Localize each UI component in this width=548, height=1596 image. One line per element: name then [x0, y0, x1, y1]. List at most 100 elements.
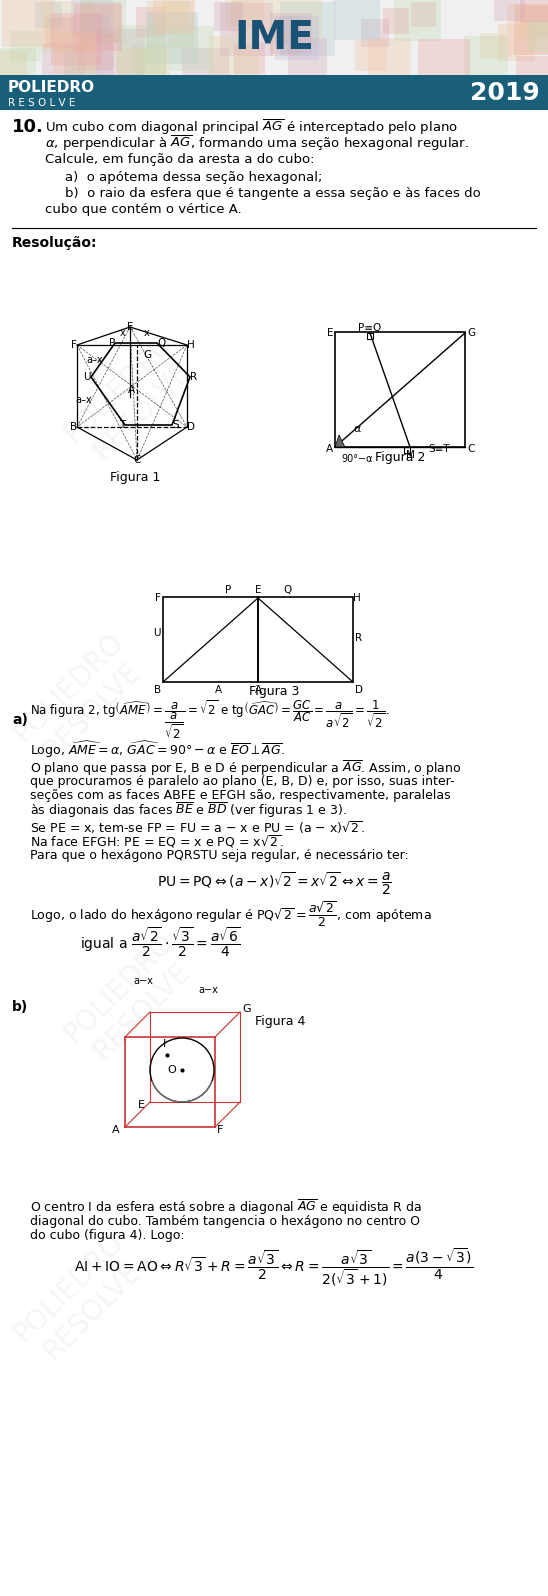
- Text: E: E: [255, 586, 261, 595]
- FancyBboxPatch shape: [35, 2, 62, 27]
- Text: $\mathrm{PU} = \mathrm{PQ} \Leftrightarrow (a-x)\sqrt{2} = x\sqrt{2} \Leftrighta: $\mathrm{PU} = \mathrm{PQ} \Leftrightarr…: [157, 871, 391, 897]
- FancyBboxPatch shape: [288, 38, 328, 78]
- Text: U: U: [83, 372, 91, 381]
- Text: Logo, o lado do hexágono regular é $\mathrm{PQ}\sqrt{2} = \dfrac{a\sqrt{2}}{2}$,: Logo, o lado do hexágono regular é $\mat…: [30, 899, 432, 929]
- Text: POLIEDRO
RESOLVE: POLIEDRO RESOLVE: [8, 1229, 152, 1371]
- Text: P: P: [225, 586, 231, 595]
- FancyBboxPatch shape: [80, 3, 121, 43]
- FancyBboxPatch shape: [275, 16, 319, 61]
- FancyBboxPatch shape: [269, 0, 322, 41]
- Text: M: M: [406, 450, 414, 460]
- Text: 90°−α: 90°−α: [341, 453, 373, 464]
- Text: F: F: [71, 340, 77, 350]
- FancyBboxPatch shape: [64, 45, 113, 94]
- FancyBboxPatch shape: [231, 0, 269, 35]
- Text: Resolução:: Resolução:: [12, 236, 98, 251]
- FancyBboxPatch shape: [516, 5, 548, 38]
- Text: B: B: [70, 421, 77, 433]
- FancyBboxPatch shape: [147, 2, 194, 48]
- Text: P≡Q: P≡Q: [358, 322, 381, 334]
- Text: a)  o apótema dessa seção hexagonal;: a) o apótema dessa seção hexagonal;: [65, 171, 322, 184]
- Text: seções com as faces ABFE e EFGH são, respectivamente, paralelas: seções com as faces ABFE e EFGH são, res…: [30, 790, 450, 803]
- Text: POLIEDRO
RESOLVE: POLIEDRO RESOLVE: [58, 329, 202, 472]
- FancyBboxPatch shape: [80, 14, 110, 45]
- Text: G: G: [143, 350, 151, 361]
- Text: T: T: [119, 420, 125, 429]
- FancyBboxPatch shape: [220, 3, 273, 56]
- Text: POLIEDRO
RESOLVE: POLIEDRO RESOLVE: [8, 629, 152, 771]
- Text: A: A: [254, 685, 261, 694]
- Text: 2019: 2019: [470, 81, 540, 105]
- FancyBboxPatch shape: [96, 29, 145, 78]
- Text: R: R: [190, 372, 197, 381]
- Text: R E S O L V E: R E S O L V E: [8, 97, 76, 109]
- FancyBboxPatch shape: [0, 51, 27, 88]
- Text: Na figura 2, tg$\left(\widehat{AME}\right) = \dfrac{a}{\dfrac{a}{\sqrt{2}}} = \s: Na figura 2, tg$\left(\widehat{AME}\righ…: [30, 699, 390, 741]
- FancyBboxPatch shape: [153, 0, 195, 34]
- Text: S≡T: S≡T: [428, 444, 449, 453]
- Text: a−x: a−x: [198, 985, 218, 994]
- FancyBboxPatch shape: [54, 32, 96, 73]
- Text: Figura 4: Figura 4: [255, 1015, 305, 1028]
- Bar: [0, 0, 548, 75]
- Text: F: F: [155, 594, 161, 603]
- Text: a–x: a–x: [75, 394, 92, 405]
- Text: D: D: [355, 685, 363, 694]
- Text: igual a $\dfrac{a\sqrt{2}}{2} \cdot \dfrac{\sqrt{3}}{2} = \dfrac{a\sqrt{6}}{4}$: igual a $\dfrac{a\sqrt{2}}{2} \cdot \dfr…: [80, 926, 241, 959]
- Text: $\mathrm{AI} + \mathrm{IO} = \mathrm{AO} \Leftrightarrow R\sqrt{3} + R = \dfrac{: $\mathrm{AI} + \mathrm{IO} = \mathrm{AO}…: [75, 1246, 473, 1288]
- FancyBboxPatch shape: [117, 26, 166, 75]
- FancyBboxPatch shape: [65, 59, 98, 91]
- Text: O centro I da esfera está sobre a diagonal $\overline{AG}$ e equidista R da: O centro I da esfera está sobre a diagon…: [30, 1197, 422, 1216]
- Text: B: B: [154, 685, 161, 694]
- FancyBboxPatch shape: [494, 0, 526, 21]
- Text: do cubo (figura 4). Logo:: do cubo (figura 4). Logo:: [30, 1229, 185, 1242]
- Text: D: D: [187, 421, 195, 433]
- Text: A: A: [128, 385, 135, 394]
- Text: A: A: [326, 444, 333, 453]
- FancyBboxPatch shape: [528, 19, 548, 53]
- Text: Um cubo com diagonal principal $\overline{AG}$ é interceptado pelo plano: Um cubo com diagonal principal $\overlin…: [45, 118, 458, 137]
- FancyBboxPatch shape: [368, 38, 412, 81]
- Polygon shape: [335, 436, 345, 447]
- Text: b): b): [12, 1001, 28, 1013]
- Text: 10.: 10.: [12, 118, 44, 136]
- Text: H: H: [187, 340, 195, 350]
- FancyBboxPatch shape: [334, 0, 380, 40]
- FancyBboxPatch shape: [182, 48, 229, 94]
- FancyBboxPatch shape: [41, 0, 93, 53]
- FancyBboxPatch shape: [394, 0, 441, 41]
- Text: C: C: [133, 455, 141, 464]
- Text: b)  o raio da esfera que é tangente a essa seção e às faces do: b) o raio da esfera que é tangente a ess…: [65, 187, 481, 200]
- Text: às diagonais das faces $\overline{BE}$ e $\overline{BD}$ (ver figuras 1 e 3).: às diagonais das faces $\overline{BE}$ e…: [30, 801, 347, 820]
- Bar: [0, 75, 548, 110]
- Text: x: x: [144, 329, 150, 338]
- Text: x: x: [120, 329, 126, 338]
- Text: A: A: [112, 1125, 120, 1135]
- FancyBboxPatch shape: [361, 19, 389, 48]
- Text: Q: Q: [157, 338, 165, 348]
- Text: POLIEDRO: POLIEDRO: [8, 80, 95, 96]
- FancyBboxPatch shape: [418, 38, 470, 91]
- FancyBboxPatch shape: [270, 13, 312, 54]
- FancyBboxPatch shape: [275, 18, 301, 43]
- Text: IME: IME: [234, 19, 314, 57]
- FancyBboxPatch shape: [520, 0, 548, 22]
- FancyBboxPatch shape: [146, 13, 198, 64]
- Text: Na face EFGH: PE = EQ = x e PQ = x$\sqrt{2}$.: Na face EFGH: PE = EQ = x e PQ = x$\sqrt…: [30, 833, 284, 851]
- FancyBboxPatch shape: [81, 0, 127, 45]
- FancyBboxPatch shape: [516, 56, 548, 88]
- Text: Figura 1: Figura 1: [110, 471, 160, 484]
- FancyBboxPatch shape: [225, 0, 264, 27]
- Text: a): a): [12, 713, 28, 728]
- Bar: [163, 597, 258, 681]
- Text: cubo que contém o vértice A.: cubo que contém o vértice A.: [45, 203, 242, 215]
- Text: E: E: [138, 1100, 145, 1109]
- FancyBboxPatch shape: [355, 40, 386, 70]
- FancyBboxPatch shape: [169, 26, 214, 70]
- Bar: [335, 332, 465, 447]
- Text: α: α: [353, 425, 361, 434]
- FancyBboxPatch shape: [214, 2, 243, 30]
- FancyBboxPatch shape: [136, 8, 166, 37]
- Text: Logo, $\widehat{AME} = \alpha$, $\widehat{GAC} = 90° - \alpha$ e $\overline{EO} : Logo, $\widehat{AME} = \alpha$, $\wideha…: [30, 741, 285, 760]
- FancyBboxPatch shape: [116, 48, 170, 102]
